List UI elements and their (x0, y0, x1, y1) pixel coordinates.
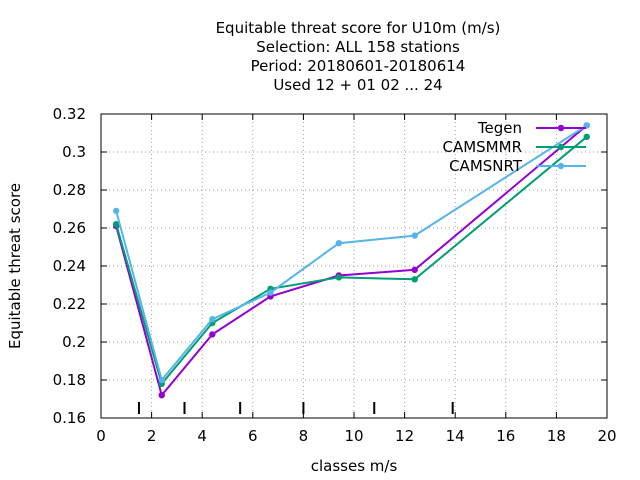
y-tick-label: 0.16 (53, 409, 86, 427)
data-point (158, 392, 165, 399)
chart-title: Equitable threat score for U10m (m/s) Se… (216, 19, 501, 94)
class-boundary-marks (137, 402, 454, 414)
x-tick-label: 4 (197, 427, 207, 445)
series-camsnrt (112, 122, 590, 384)
data-point (209, 316, 216, 323)
legend-marker (557, 124, 565, 132)
data-point (335, 240, 343, 247)
x-tick-label: 2 (147, 427, 157, 445)
y-tick-label: 0.24 (53, 257, 86, 275)
x-tick-label: 16 (496, 427, 515, 445)
data-point (209, 331, 216, 338)
x-tick-label: 14 (446, 427, 465, 445)
legend-entry-camsnrt: CAMSNRT (449, 157, 586, 175)
y-tick-label: 0.26 (53, 219, 86, 237)
legend-label: Tegen (477, 119, 522, 137)
data-point (411, 276, 418, 283)
y-tick-label: 0.2 (62, 333, 86, 351)
x-tick-label: 20 (597, 427, 616, 445)
legend-marker (557, 143, 565, 151)
x-tick-label: 6 (248, 427, 258, 445)
title-line-4: Used 12 + 01 02 ... 24 (273, 76, 442, 94)
data-point (583, 133, 590, 140)
data-point (411, 266, 418, 273)
y-axis-label: Equitable threat score (6, 183, 24, 349)
y-tick-label: 0.28 (53, 181, 86, 199)
legend-label: CAMSNRT (449, 157, 523, 175)
data-point (411, 232, 418, 239)
title-line-2: Selection: ALL 158 stations (256, 38, 460, 56)
legend-label: CAMSMMR (442, 138, 522, 156)
data-point (335, 274, 343, 281)
y-tick-label: 0.32 (53, 105, 86, 123)
x-tick-label: 12 (395, 427, 414, 445)
data-point (267, 289, 274, 296)
legend-entry-tegen: Tegen (477, 119, 586, 137)
series-lines (112, 122, 590, 399)
data-point (158, 376, 165, 384)
title-line-3: Period: 20180601-20180614 (251, 57, 466, 75)
title-line-1: Equitable threat score for U10m (m/s) (216, 19, 501, 37)
x-tick-label: 8 (299, 427, 309, 445)
legend-marker (557, 162, 565, 170)
data-point (112, 207, 120, 215)
x-tick-label: 10 (344, 427, 363, 445)
x-tick-label: 18 (547, 427, 566, 445)
grid (101, 114, 607, 418)
axis-ticks: 0 2 4 6 8 10 12 14 16 18 20 0.16 0.18 0.2 0.22 0.24 0.26… (53, 105, 617, 445)
x-axis-label: classes m/s (311, 457, 398, 475)
x-tick-label: 0 (96, 427, 106, 445)
data-point (112, 221, 120, 228)
y-tick-label: 0.3 (62, 143, 86, 161)
y-tick-label: 0.18 (53, 371, 86, 389)
y-tick-label: 0.22 (53, 295, 86, 313)
legend-entry-camsmmr: CAMSMMR (442, 138, 586, 156)
